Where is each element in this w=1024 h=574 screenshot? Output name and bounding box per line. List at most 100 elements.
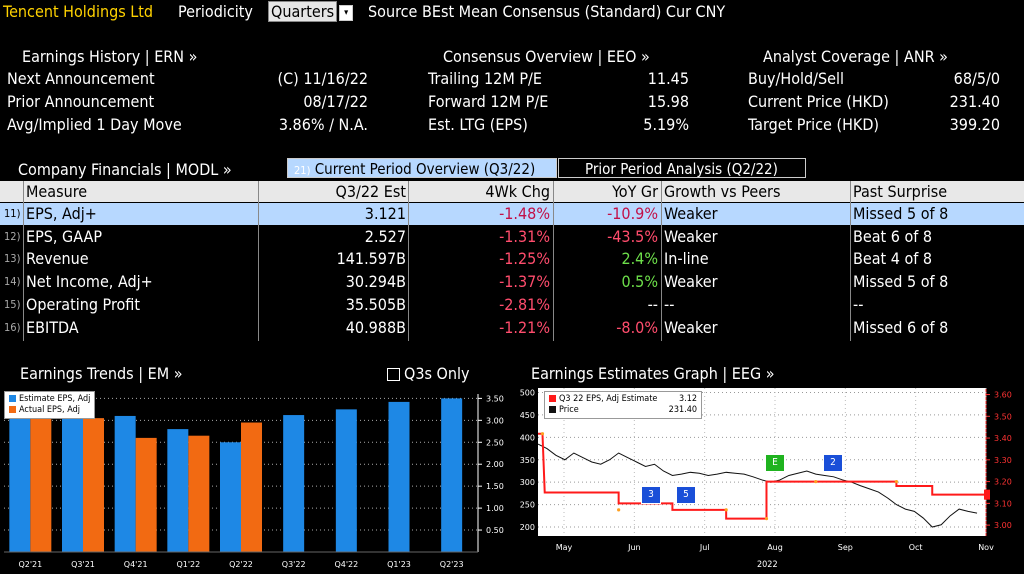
tab-prior-period[interactable]: Prior Period Analysis (Q2/22) (558, 158, 806, 178)
earnings-trends-chart[interactable]: 0.50 1.00 1.50 2.00 2.50 3.00 3.50 Q2'21 Q3'21 Q4… (0, 384, 510, 574)
legend-item: Price 231.40 (549, 405, 697, 416)
estimate-bar[interactable] (388, 401, 410, 552)
x-tick-label: Q1'22 (176, 560, 200, 569)
estimate-bar[interactable] (167, 429, 189, 552)
right-y-tick: 3.10 (994, 499, 1012, 508)
earnings-graph-title[interactable]: Earnings Estimates Graph | EEG » (531, 364, 775, 383)
periodicity-select[interactable]: Quarters ▾ (268, 1, 354, 22)
summary-label: Buy/Hold/Sell (748, 69, 844, 88)
estimate-bar[interactable] (283, 415, 305, 552)
periodicity-label: Periodicity (178, 2, 253, 21)
col-4wk-change[interactable]: 4Wk Chg (485, 182, 550, 201)
divider (850, 181, 851, 341)
divider (553, 181, 554, 341)
company-financials-title[interactable]: Company Financials | MODL » (18, 160, 232, 179)
actual-bar[interactable] (30, 415, 52, 552)
estimate-bar[interactable] (9, 418, 31, 552)
change-cell: -1.25% (499, 249, 550, 269)
x-tick-label: Q3'21 (71, 560, 95, 569)
measure-cell: Net Income, Adj+ (26, 272, 153, 292)
x-tick-label: Nov (978, 543, 994, 552)
revision-dot (540, 432, 545, 436)
estimate-cell: 2.527 (364, 226, 406, 246)
left-y-tick: 500 (520, 388, 535, 397)
summary-label: Forward 12M P/E (428, 92, 549, 111)
estimate-bar[interactable] (441, 398, 463, 552)
estimate-bar[interactable] (62, 418, 83, 552)
col-growth-vs-peers[interactable]: Growth vs Peers (664, 182, 781, 201)
source-text[interactable]: Source BEst Mean Consensus (Standard) Cu… (368, 2, 726, 21)
table-row[interactable]: 11) EPS, Adj+ 3.121 -1.48% -10.9% Weaker Misse… (0, 203, 1024, 225)
right-y-tick: 3.50 (994, 412, 1012, 421)
revision-dot (814, 479, 818, 484)
current-value-tag (984, 489, 990, 500)
table-row[interactable]: 15) Operating Profit 35.505B -2.81% -- -- -- (0, 294, 1024, 316)
left-y-tick: 450 (520, 411, 535, 420)
estimate-line[interactable] (538, 432, 986, 520)
row-number[interactable]: 13) (4, 252, 21, 266)
surprise-cell: Missed 6 of 8 (853, 317, 949, 337)
row-number[interactable]: 12) (4, 229, 21, 243)
col-measure[interactable]: Measure (26, 182, 88, 201)
chevron-down-icon[interactable]: ▾ (339, 4, 354, 21)
table-row[interactable]: 16) EBITDA 40.988B -1.21% -8.0% Weaker Missed … (0, 317, 1024, 339)
checkbox-icon[interactable] (387, 368, 400, 381)
yoy-cell: 0.5% (621, 272, 658, 292)
actual-bar[interactable] (188, 435, 210, 552)
actual-bar[interactable] (135, 437, 157, 552)
tab-current-period[interactable]: 21) Current Period Overview (Q3/22) (287, 158, 557, 178)
event-marker[interactable]: 5 (676, 486, 696, 504)
col-yoy-growth[interactable]: YoY Gr (612, 182, 658, 201)
left-y-tick: 300 (520, 478, 535, 487)
measure-cell: Revenue (26, 249, 89, 269)
event-marker[interactable]: 2 (823, 454, 843, 472)
estimate-bar[interactable] (114, 415, 136, 552)
col-past-surprise[interactable]: Past Surprise (853, 182, 948, 201)
periodicity-value[interactable]: Quarters (268, 1, 338, 22)
row-number[interactable]: 11) (4, 207, 21, 220)
right-y-tick: 3.30 (994, 456, 1012, 465)
table-row[interactable]: 13) Revenue 141.597B -1.25% 2.4% In-line Beat … (0, 248, 1024, 270)
row-number[interactable]: 16) (4, 320, 21, 334)
analyst-coverage-title[interactable]: Analyst Coverage | ANR » (763, 47, 948, 66)
legend-swatch (549, 395, 556, 402)
left-y-tick: 400 (520, 433, 535, 442)
event-marker[interactable]: 3 (641, 486, 661, 504)
actual-bar[interactable] (83, 418, 104, 552)
peers-cell: In-line (664, 249, 709, 269)
y-tick-label: 0.50 (486, 526, 504, 535)
consensus-overview-title[interactable]: Consensus Overview | EEO » (443, 47, 650, 66)
company-name[interactable]: Tencent Holdings Ltd (3, 2, 154, 21)
row-number[interactable]: 15) (4, 297, 21, 311)
year-label: 2022 (757, 560, 778, 570)
table-row[interactable]: 14) Net Income, Adj+ 30.294B -1.37% 0.5% Weak… (0, 271, 1024, 293)
earnings-estimates-chart[interactable]: 200 250 300 350 400 450 500 3.00 3.10 3.20 3.30 3.4… (512, 384, 1024, 574)
earnings-trends-title[interactable]: Earnings Trends | EM » (20, 364, 183, 383)
change-cell: -2.81% (499, 294, 550, 314)
row-number[interactable]: 14) (4, 275, 21, 289)
q3s-only-checkbox[interactable]: Q3s Only (387, 364, 470, 383)
summary-value: 15.98 (647, 92, 689, 111)
col-estimate[interactable]: Q3/22 Est (335, 182, 406, 201)
estimate-bar[interactable] (220, 442, 241, 552)
actual-bar[interactable] (241, 422, 262, 552)
table-header: Measure Q3/22 Est 4Wk Chg YoY Gr Growth … (0, 181, 1024, 202)
left-y-tick: 200 (520, 523, 535, 532)
estimate-bar[interactable] (335, 409, 357, 552)
peers-cell: Weaker (664, 272, 718, 292)
table-row[interactable]: 12) EPS, GAAP 2.527 -1.31% -43.5% Weaker Beat … (0, 226, 1024, 248)
summary-label: Target Price (HKD) (748, 115, 880, 134)
earnings-history-title[interactable]: Earnings History | ERN » (22, 47, 198, 66)
summary-label: Next Announcement (7, 69, 155, 88)
price-line[interactable] (537, 443, 978, 528)
financials-table: Measure Q3/22 Est 4Wk Chg YoY Gr Growth … (0, 181, 1024, 341)
legend-item: Q3 22 EPS, Adj Estimate 3.12 (549, 394, 697, 405)
left-y-tick: 250 (520, 501, 535, 510)
y-tick-label: 3.00 (486, 416, 504, 425)
yoy-cell: -10.9% (607, 204, 658, 223)
x-tick-label: Aug (767, 543, 783, 552)
event-marker[interactable]: E (765, 454, 785, 472)
summary-value: 11.45 (647, 69, 689, 88)
header-bar: Tencent Holdings Ltd Periodicity Quarter… (0, 0, 1024, 22)
change-cell: -1.21% (499, 317, 550, 337)
